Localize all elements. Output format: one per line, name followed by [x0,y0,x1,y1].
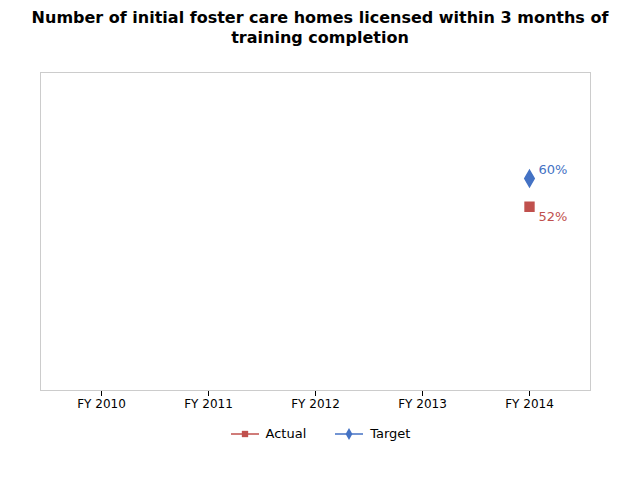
svg-text:FY 2012: FY 2012 [291,397,340,411]
html-text:Number of initial foster care: Number of initial foster care homes lice… [31,8,609,47]
svg-text:FY 2013: FY 2013 [398,397,447,411]
html-text:Target: Target [370,426,411,441]
svg-text:FY 2011: FY 2011 [184,397,233,411]
svg-text:52%: 52% [539,209,568,224]
svg-text:FY 2010: FY 2010 [77,397,126,411]
svg-text:60%: 60% [539,162,568,177]
html-text:Actual: Actual [265,426,307,441]
svg-text:FY 2014: FY 2014 [505,397,554,411]
